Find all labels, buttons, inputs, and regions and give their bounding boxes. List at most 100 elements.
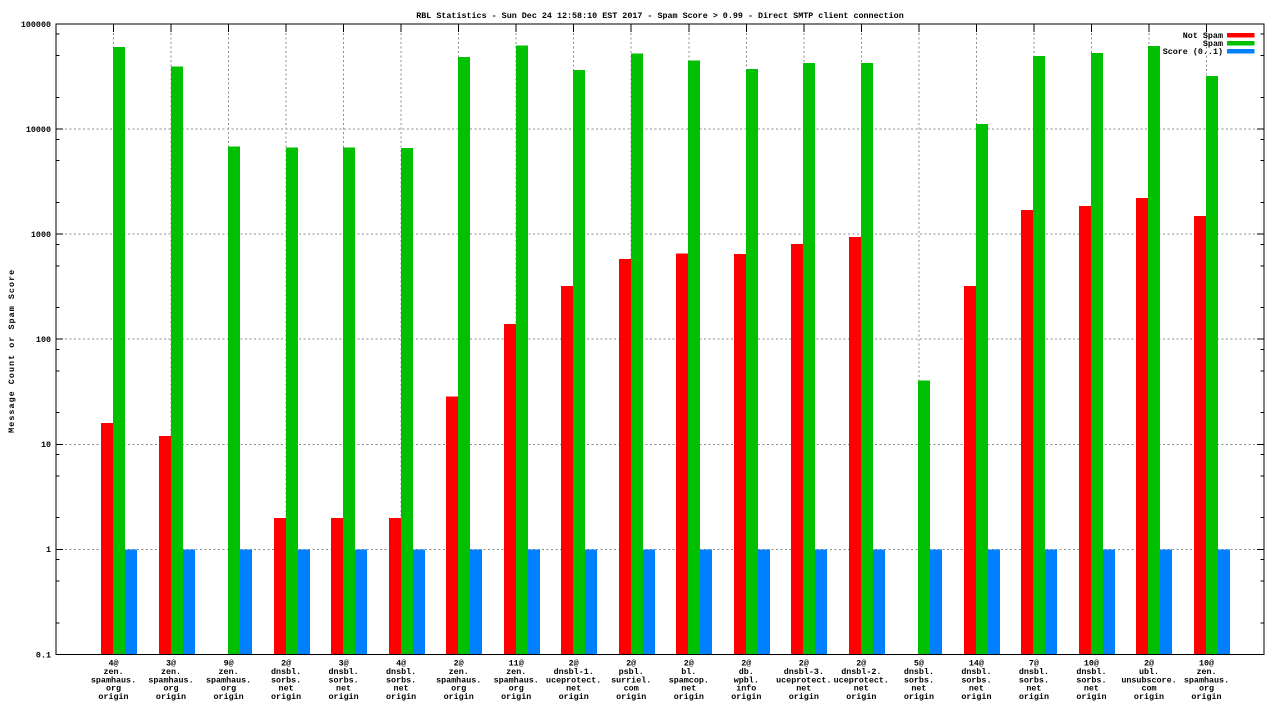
svg-text:10000: 10000	[26, 125, 51, 135]
svg-text:4@: 4@	[396, 659, 406, 669]
svg-text:dnsbl.: dnsbl.	[271, 667, 301, 677]
svg-text:origin: origin	[674, 692, 704, 702]
svg-text:net: net	[566, 684, 581, 694]
svg-text:11@: 11@	[509, 659, 524, 669]
svg-text:net: net	[854, 684, 869, 694]
svg-text:1: 1	[46, 545, 51, 555]
svg-text:spamhaus.: spamhaus.	[436, 675, 481, 685]
svg-text:0.1: 0.1	[36, 650, 51, 660]
svg-text:sorbs.: sorbs.	[904, 675, 934, 685]
svg-text:zen.: zen.	[1196, 667, 1216, 677]
svg-text:origin: origin	[329, 692, 359, 702]
svg-text:5@: 5@	[914, 659, 924, 669]
svg-text:info: info	[736, 684, 756, 694]
svg-text:net: net	[1084, 684, 1099, 694]
svg-text:origin: origin	[616, 692, 646, 702]
svg-text:spamhaus.: spamhaus.	[494, 675, 539, 685]
svg-text:zen.: zen.	[219, 667, 239, 677]
svg-text:dnsbl.: dnsbl.	[961, 667, 991, 677]
svg-text:origin: origin	[98, 692, 128, 702]
svg-text:origin: origin	[904, 692, 934, 702]
svg-text:spamhaus.: spamhaus.	[1184, 675, 1229, 685]
svg-text:origin: origin	[444, 692, 474, 702]
svg-text:net: net	[1026, 684, 1041, 694]
svg-text:9@: 9@	[224, 659, 234, 669]
svg-text:2@: 2@	[281, 659, 291, 669]
svg-text:zen.: zen.	[506, 667, 526, 677]
svg-text:dnsbl.: dnsbl.	[386, 667, 416, 677]
svg-text:sorbs.: sorbs.	[961, 675, 991, 685]
svg-text:origin: origin	[961, 692, 991, 702]
svg-text:sorbs.: sorbs.	[386, 675, 416, 685]
svg-text:com: com	[1141, 684, 1156, 694]
svg-text:dnsbl-1.: dnsbl-1.	[554, 667, 594, 677]
svg-text:2@: 2@	[684, 659, 694, 669]
svg-text:org: org	[163, 684, 178, 694]
svg-text:bl.: bl.	[681, 667, 696, 677]
svg-text:10: 10	[41, 440, 51, 450]
svg-text:net: net	[681, 684, 696, 694]
svg-text:Not Spam: Not Spam	[1183, 31, 1223, 41]
svg-text:100: 100	[36, 335, 51, 345]
svg-text:dnsbl-2.: dnsbl-2.	[841, 667, 881, 677]
svg-text:zen.: zen.	[161, 667, 181, 677]
svg-text:origin: origin	[271, 692, 301, 702]
svg-text:sorbs.: sorbs.	[329, 675, 359, 685]
svg-text:dnsbl.: dnsbl.	[1019, 667, 1049, 677]
svg-text:spamcop.: spamcop.	[669, 675, 709, 685]
svg-text:org: org	[221, 684, 236, 694]
svg-text:unsubscore.: unsubscore.	[1121, 675, 1176, 685]
svg-text:1000: 1000	[31, 230, 51, 240]
svg-text:db.: db.	[739, 667, 754, 677]
svg-text:origin: origin	[501, 692, 531, 702]
svg-text:net: net	[279, 684, 294, 694]
svg-text:spamhaus.: spamhaus.	[91, 675, 136, 685]
svg-text:zen.: zen.	[103, 667, 123, 677]
svg-text:uceprotect.: uceprotect.	[776, 675, 831, 685]
svg-text:org: org	[509, 684, 524, 694]
svg-text:2@: 2@	[741, 659, 751, 669]
svg-text:origin: origin	[1191, 692, 1221, 702]
svg-text:3@: 3@	[339, 659, 349, 669]
svg-text:Score (0..1): Score (0..1)	[1163, 47, 1223, 57]
svg-text:sorbs.: sorbs.	[1076, 675, 1106, 685]
svg-text:2@: 2@	[626, 659, 636, 669]
svg-text:uceprotect.: uceprotect.	[834, 675, 889, 685]
svg-text:origin: origin	[1076, 692, 1106, 702]
svg-text:net: net	[969, 684, 984, 694]
svg-text:sorbs.: sorbs.	[1019, 675, 1049, 685]
svg-text:origin: origin	[156, 692, 186, 702]
svg-text:origin: origin	[731, 692, 761, 702]
svg-text:origin: origin	[1134, 692, 1164, 702]
svg-text:100000: 100000	[21, 20, 51, 30]
svg-text:dnsbl.: dnsbl.	[904, 667, 934, 677]
svg-text:spamhaus.: spamhaus.	[206, 675, 251, 685]
svg-text:2@: 2@	[856, 659, 866, 669]
svg-text:2@: 2@	[799, 659, 809, 669]
svg-text:ubl.: ubl.	[1139, 667, 1159, 677]
svg-text:org: org	[106, 684, 121, 694]
svg-text:dnsbl.: dnsbl.	[1076, 667, 1106, 677]
svg-text:3@: 3@	[166, 659, 176, 669]
svg-text:Message Count or Spam Score: Message Count or Spam Score	[7, 269, 17, 433]
svg-text:net: net	[394, 684, 409, 694]
svg-text:7@: 7@	[1029, 659, 1039, 669]
svg-text:uceprotect.: uceprotect.	[546, 675, 601, 685]
svg-text:2@: 2@	[569, 659, 579, 669]
svg-text:origin: origin	[214, 692, 244, 702]
svg-text:origin: origin	[386, 692, 416, 702]
svg-text:10@: 10@	[1199, 659, 1214, 669]
svg-text:spamhaus.: spamhaus.	[148, 675, 193, 685]
svg-text:origin: origin	[559, 692, 589, 702]
svg-text:org: org	[1199, 684, 1214, 694]
svg-text:net: net	[336, 684, 351, 694]
svg-text:origin: origin	[1019, 692, 1049, 702]
svg-text:net: net	[796, 684, 811, 694]
svg-text:surriel.: surriel.	[611, 675, 651, 685]
svg-text:origin: origin	[846, 692, 876, 702]
svg-text:dnsbl.: dnsbl.	[329, 667, 359, 677]
svg-text:10@: 10@	[1084, 659, 1099, 669]
svg-text:Spam: Spam	[1203, 39, 1223, 49]
svg-text:org: org	[451, 684, 466, 694]
svg-text:com: com	[624, 684, 639, 694]
